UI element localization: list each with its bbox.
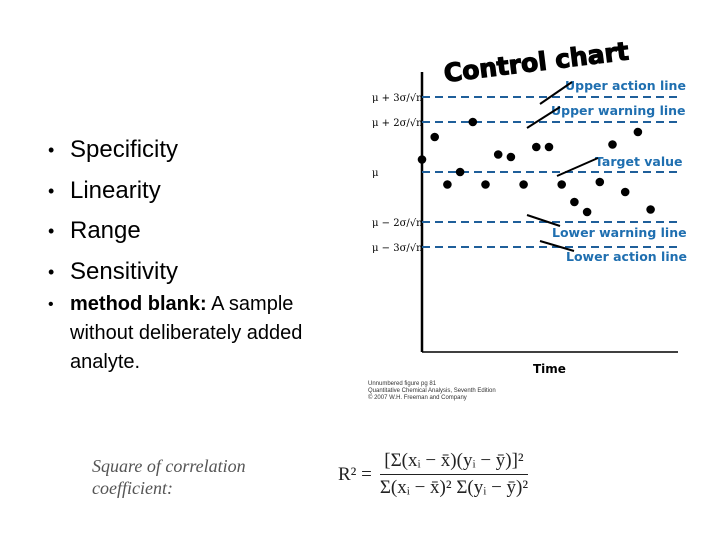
data-point [532,142,541,152]
data-point [430,132,440,142]
label-pointer [556,157,599,177]
data-point [570,197,579,207]
data-point [595,177,605,187]
method-blank-bullet: method blank: A sample without deliberat… [48,290,310,377]
label-pointer [539,240,575,252]
y-tick-label: μ [372,168,379,179]
data-point [608,140,617,149]
bullet-item: Sensitivity [48,252,178,293]
data-point [544,142,554,152]
bullet-item: Linearity [48,171,178,212]
data-point [557,180,566,189]
data-point [455,167,465,177]
data-point [468,117,478,127]
data-point [582,207,592,217]
data-point [646,205,655,214]
credit-line: Quantitative Chemical Analysis, Seventh … [368,388,496,394]
figure-credit: Unnumbered figure pg 81 Quantitative Che… [368,381,496,402]
bullet-item: Specificity [48,130,178,171]
control-line-label: Lower action line [566,249,687,264]
formula-numerator: [Σ(xᵢ − x̄)(yᵢ − ȳ)]² [380,450,528,475]
data-point [519,180,528,189]
label-line: Square of correlation [92,456,246,476]
fraction: [Σ(xᵢ − x̄)(yᵢ − ȳ)]² Σ(xᵢ − x̄)² Σ(yᵢ −… [380,450,528,499]
data-point [417,155,427,164]
r-squared-formula: R² = [Σ(xᵢ − x̄)(yᵢ − ȳ)]² Σ(xᵢ − x̄)² Σ… [338,450,528,499]
control-line-label: Upper action line [565,78,686,93]
label-pointer [539,81,573,105]
data-point [493,150,503,159]
method-blank-term: method blank: [70,293,207,315]
y-tick-label: μ − 3σ/√n [372,243,423,254]
y-tick-label: μ + 3σ/√n [372,93,423,104]
label-pointer [526,106,561,129]
credit-line: Unnumbered figure pg 81 [368,381,437,387]
data-point [506,152,516,162]
control-line-label: Upper warning line [551,103,686,118]
data-point [443,180,452,189]
y-tick-label: μ + 2σ/√n [372,118,423,129]
formula-lhs: R² = [338,463,372,485]
bullet-list: Specificity Linearity Range Sensitivity [48,130,178,292]
data-point [620,187,630,197]
data-point [633,127,643,137]
x-axis-label: Time [533,362,566,376]
formula-denominator: Σ(xᵢ − x̄)² Σ(yᵢ − ȳ)² [379,477,529,498]
bullet-item: Range [48,211,178,252]
data-point [481,180,490,189]
label-pointer [526,214,561,227]
method-blank-definition: A sample without deliberately added anal… [70,293,303,373]
correlation-label: Square of correlation coefficient: [92,455,246,499]
label-line: coefficient: [92,478,173,498]
y-tick-label: μ − 2σ/√n [372,218,423,229]
credit-line: © 2007 W.H. Freeman and Company [368,395,467,401]
control-line-label: Lower warning line [552,225,687,240]
control-line-label: Target value [595,154,683,169]
